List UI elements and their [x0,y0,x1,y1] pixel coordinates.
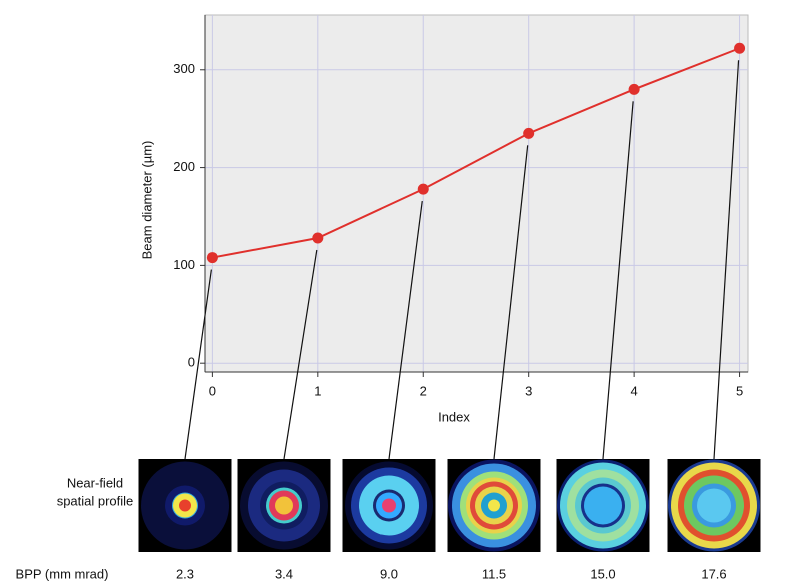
x-tick-label: 2 [420,383,427,398]
data-point [418,184,429,195]
y-tick-label: 300 [173,61,195,76]
bpp-value: 11.5 [482,566,506,581]
y-tick-label: 0 [188,355,195,370]
profile-ring [382,499,396,513]
plot-area [205,15,748,372]
figure: Index Beam diameter (µm) Near-field spat… [0,0,785,586]
bpp-value: 3.4 [275,566,293,581]
x-tick-label: 4 [631,383,638,398]
bpp-value: 15.0 [590,566,615,581]
y-axis-label: Beam diameter (µm) [139,141,154,260]
profile-ring [584,487,622,525]
data-point [312,233,323,244]
y-tick-label: 200 [173,159,195,174]
profile-label: spatial profile [57,493,134,508]
bpp-value: 9.0 [380,566,398,581]
x-tick-label: 1 [314,383,321,398]
bpp-value: 2.3 [176,566,194,581]
profile-label: Near-field [67,475,123,490]
data-point [207,252,218,263]
bpp-label: BPP (mm mrad) [16,566,109,581]
data-point [523,128,534,139]
data-point [629,84,640,95]
x-axis-label: Index [438,409,470,424]
profile-ring [179,500,191,512]
profile-ring [488,500,500,512]
profile-ring [697,489,731,523]
x-tick-label: 5 [736,383,743,398]
profile-ring [275,497,293,515]
x-tick-label: 3 [525,383,532,398]
y-tick-label: 100 [173,257,195,272]
data-point [734,43,745,54]
bpp-value: 17.6 [701,566,726,581]
x-tick-label: 0 [209,383,216,398]
